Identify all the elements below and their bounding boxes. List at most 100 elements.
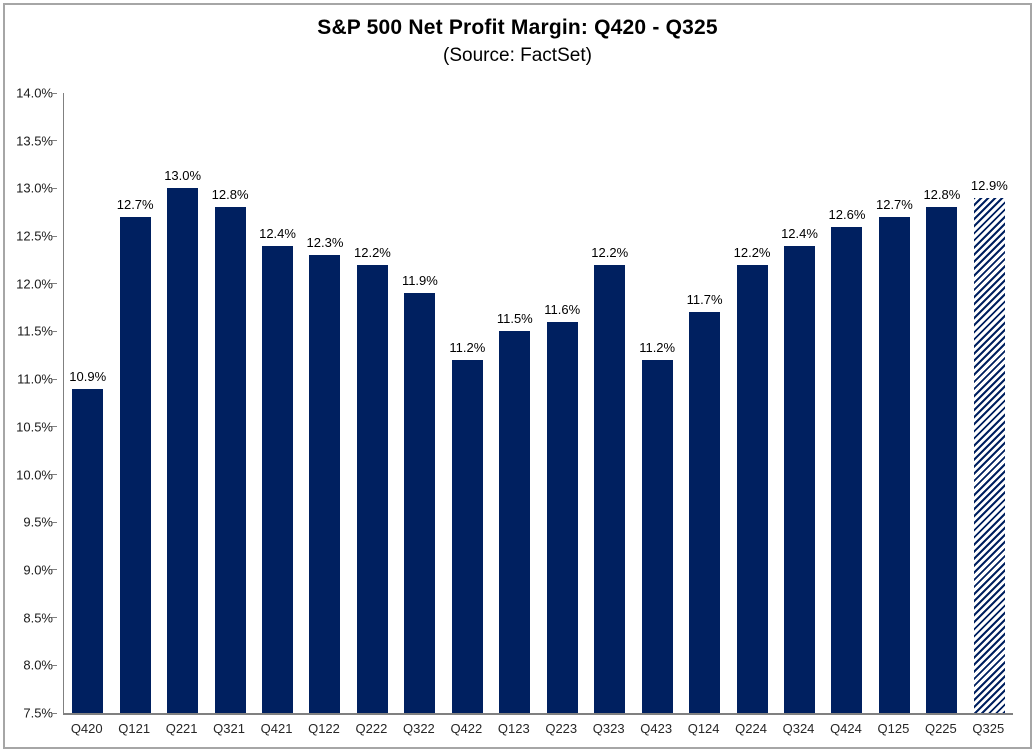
bar-value-label: 11.2% — [449, 340, 486, 356]
bar-value-label: 12.4% — [259, 225, 296, 241]
bar-value-label: 12.8% — [923, 187, 961, 203]
bar-slot: 13.0% — [159, 93, 206, 713]
bar-series: 10.9% 12.7% 13.0% 12.8% 12.4% 12.3% 12.2% 11.9%… — [64, 93, 1013, 713]
bar-Q420: 10.9% — [69, 369, 106, 713]
bar-value-label: 11.5% — [496, 311, 533, 327]
bar-value-label: 12.2% — [354, 244, 391, 260]
bar-Q121: 12.7% — [117, 197, 154, 713]
bar-Q324: 12.4% — [781, 226, 818, 713]
bar-Q221: 13.0% — [164, 168, 201, 713]
plot-area: 10.9% 12.7% 13.0% 12.8% 12.4% 12.3% 12.2% 11.9%… — [63, 93, 1013, 715]
bar-Q222: 12.2% — [354, 245, 391, 713]
bar-Q323: 12.2% — [591, 245, 628, 713]
y-tick-mark — [52, 712, 57, 714]
x-tick-label: Q121 — [118, 721, 151, 736]
y-tick-label: 10.0% — [16, 467, 53, 483]
x-tick-label: Q122 — [308, 721, 340, 736]
bar-value-label: 12.2% — [591, 244, 629, 260]
bar-value-label: 12.7% — [116, 197, 154, 212]
bar-Q421: 12.4% — [259, 226, 296, 713]
bar-value-label: 10.9% — [69, 368, 107, 384]
y-tick-mark — [52, 474, 57, 476]
y-tick-label: 9.5% — [23, 514, 53, 530]
x-tick-label: Q223 — [545, 721, 578, 736]
bar-slot: 12.7% — [111, 93, 158, 713]
bar-Q424: 12.6% — [829, 207, 865, 713]
x-tick-label: Q221 — [165, 721, 198, 736]
bar-slot: 11.7% — [681, 93, 728, 713]
bar-slot: 12.6% — [823, 93, 870, 713]
x-tick-label: Q222 — [355, 721, 388, 736]
y-tick-label: 13.0% — [16, 180, 53, 196]
bar-slot: 12.4% — [254, 93, 301, 713]
y-tick-label: 8.5% — [23, 610, 53, 626]
y-tick-mark — [52, 283, 57, 285]
y-tick-mark — [52, 187, 57, 189]
y-tick-label: 10.5% — [16, 419, 53, 435]
bar-Q125: 12.7% — [876, 197, 913, 713]
x-tick-label: Q424 — [830, 721, 862, 736]
y-tick-label: 7.5% — [23, 705, 53, 721]
x-tick-label: Q123 — [497, 721, 530, 736]
bar-value-label: 12.3% — [306, 235, 344, 251]
bar-value-label: 12.7% — [875, 197, 913, 212]
y-tick-label: 9.0% — [23, 562, 53, 578]
y-tick-label: 13.5% — [16, 133, 53, 149]
x-tick-label: Q422 — [450, 721, 483, 736]
x-tick-label: Q124 — [687, 721, 720, 736]
bar-slot: 12.2% — [586, 93, 633, 713]
x-tick-label: Q421 — [260, 721, 293, 736]
bar-slot: 12.3% — [301, 93, 348, 713]
y-tick-label: 14.0% — [16, 85, 53, 101]
bar-value-label: 13.0% — [164, 168, 202, 184]
bar-slot: 12.7% — [871, 93, 918, 713]
y-tick-mark — [52, 330, 57, 332]
y-tick-label: 12.0% — [16, 276, 53, 292]
bar-value-label: 12.6% — [828, 206, 866, 222]
x-tick-label: Q423 — [640, 721, 673, 736]
y-tick-mark — [52, 569, 57, 571]
x-tick-label: Q325 — [972, 721, 1005, 736]
bar-value-label: 12.4% — [781, 225, 818, 241]
bar-Q321: 12.8% — [212, 187, 249, 713]
bar-value-label: 11.2% — [639, 340, 676, 356]
y-tick-mark — [52, 521, 57, 523]
bar-Q123: 11.5% — [497, 311, 533, 713]
bar-Q224: 12.2% — [734, 245, 771, 713]
y-tick-mark — [52, 140, 57, 142]
bar-slot: 12.8% — [918, 93, 965, 713]
y-tick-label: 12.5% — [16, 228, 53, 244]
bar-Q423: 11.2% — [639, 340, 675, 713]
bar-slot: 12.8% — [206, 93, 253, 713]
bar-value-label: 12.8% — [211, 187, 249, 203]
bar-value-label: 11.9% — [401, 273, 438, 289]
y-tick-label: 8.0% — [23, 657, 53, 673]
y-tick-mark — [52, 426, 57, 428]
y-tick-label: 11.0% — [17, 371, 53, 387]
bar-slot: 11.2% — [633, 93, 680, 713]
x-tick-label: Q225 — [924, 721, 957, 736]
bar-Q325: 12.9% — [971, 178, 1008, 713]
bar-value-label: 11.6% — [544, 301, 581, 317]
bar-value-label: 12.9% — [970, 177, 1008, 193]
chart-title: S&P 500 Net Profit Margin: Q420 - Q325 — [317, 16, 718, 39]
x-tick-label: Q224 — [735, 721, 767, 736]
bar-Q422: 11.2% — [449, 340, 485, 713]
bar-slot: 12.9% — [966, 93, 1013, 713]
bar-slot: 10.9% — [64, 93, 111, 713]
x-tick-label: Q321 — [213, 721, 245, 736]
y-tick-mark — [52, 664, 57, 666]
x-tick-label: Q420 — [70, 721, 103, 736]
bar-Q225: 12.8% — [923, 187, 960, 713]
chart-subtitle: (Source: FactSet) — [443, 45, 592, 66]
bar-slot: 12.2% — [349, 93, 396, 713]
x-axis: Q420 Q121 Q221 Q321 Q421 Q122 Q222 Q322 Q422 Q123… — [63, 721, 1012, 736]
y-tick-mark — [52, 235, 57, 237]
bar-slot: 11.6% — [539, 93, 586, 713]
y-tick-label: 11.5% — [17, 323, 53, 339]
y-axis: 14.0% 13.5% 13.0% 12.5% 12.0% 11.5% 11.0% 10.5%… — [0, 86, 63, 721]
y-tick-mark — [52, 617, 57, 619]
bar-value-label: 11.7% — [686, 292, 723, 308]
bar-Q122: 12.3% — [307, 235, 343, 713]
